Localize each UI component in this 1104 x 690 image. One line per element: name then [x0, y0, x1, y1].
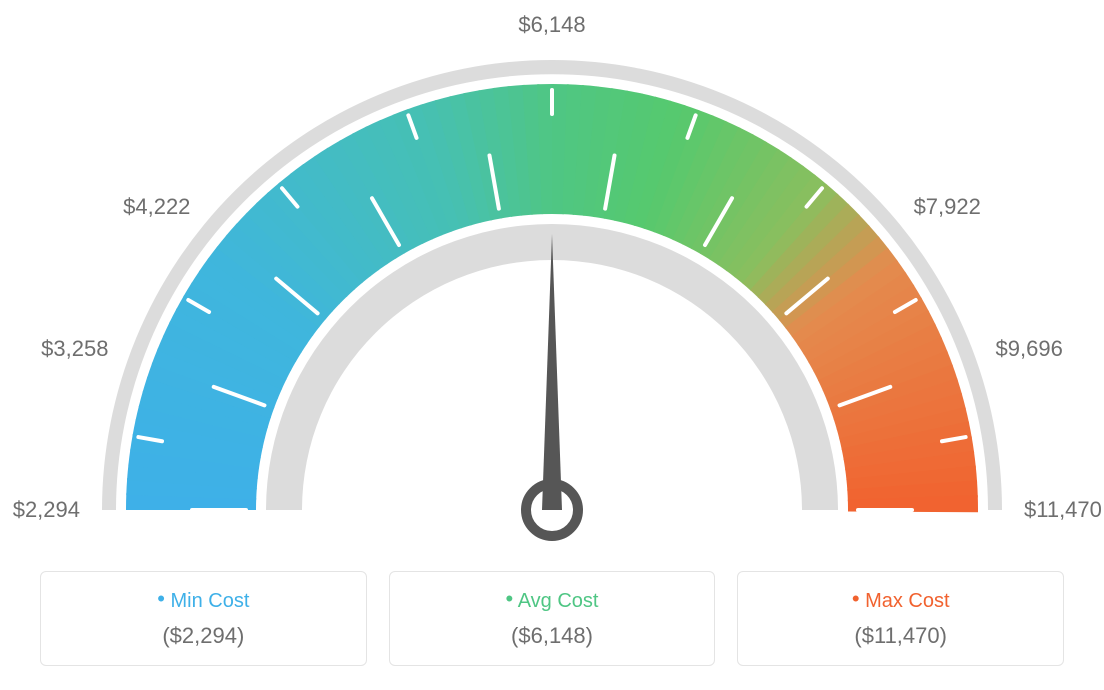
scale-label: $11,470	[1024, 497, 1102, 523]
cost-gauge	[0, 0, 1104, 560]
max-cost-label: Max Cost	[865, 590, 949, 612]
max-cost-title: • Max Cost	[738, 586, 1063, 613]
scale-label: $6,148	[518, 12, 585, 38]
legend-row: • Min Cost ($2,294) • Avg Cost ($6,148) …	[40, 571, 1064, 666]
max-cost-value: ($11,470)	[738, 623, 1063, 649]
min-dot-icon: •	[157, 586, 165, 611]
avg-cost-label: Avg Cost	[518, 590, 599, 612]
min-cost-card: • Min Cost ($2,294)	[40, 571, 367, 666]
avg-cost-value: ($6,148)	[390, 623, 715, 649]
max-dot-icon: •	[852, 586, 860, 611]
min-cost-label: Min Cost	[171, 590, 250, 612]
min-cost-title: • Min Cost	[41, 586, 366, 613]
avg-cost-card: • Avg Cost ($6,148)	[389, 571, 716, 666]
scale-label: $7,922	[914, 194, 981, 220]
max-cost-card: • Max Cost ($11,470)	[737, 571, 1064, 666]
scale-label: $9,696	[996, 336, 1063, 362]
min-cost-value: ($2,294)	[41, 623, 366, 649]
scale-label: $3,258	[41, 336, 108, 362]
scale-label: $4,222	[123, 194, 190, 220]
avg-dot-icon: •	[506, 586, 514, 611]
avg-cost-title: • Avg Cost	[390, 586, 715, 613]
scale-label: $2,294	[13, 497, 80, 523]
